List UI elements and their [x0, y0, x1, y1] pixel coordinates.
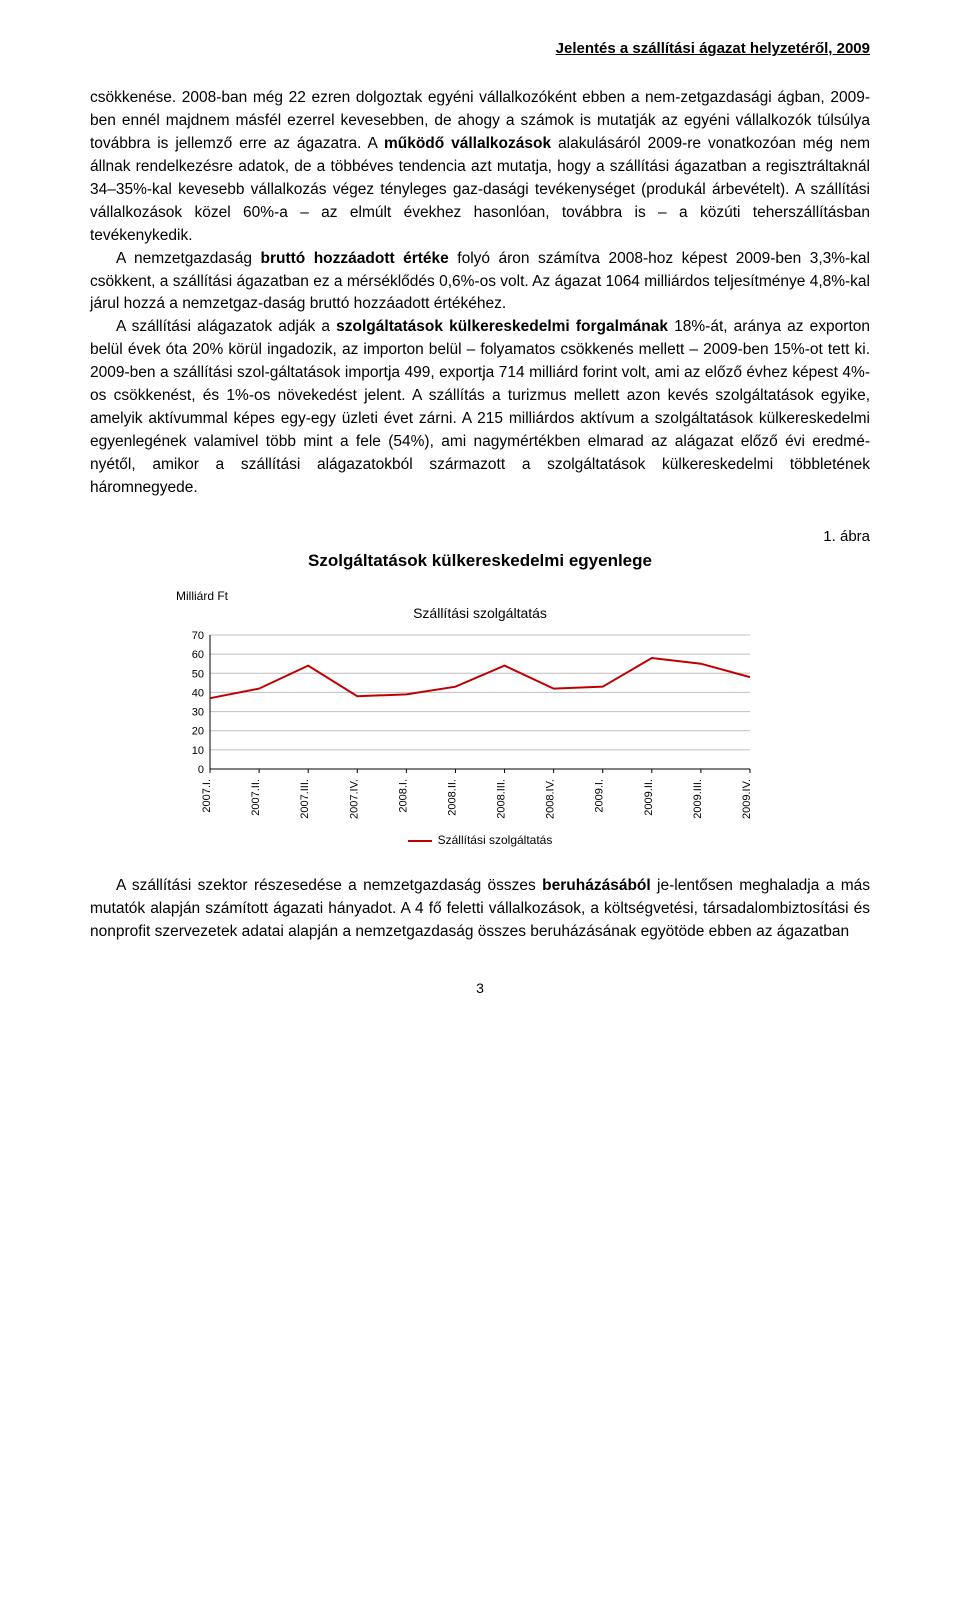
svg-text:2009.I.: 2009.I.: [594, 779, 606, 813]
svg-text:2008.IV.: 2008.IV.: [545, 779, 557, 819]
chart-subtitle: Szállítási szolgáltatás: [170, 605, 790, 621]
chart-container: Milliárd Ft Szállítási szolgáltatás 0 10 2…: [170, 589, 790, 847]
legend-swatch: [408, 840, 432, 842]
svg-text:60: 60: [192, 649, 204, 661]
svg-text:30: 30: [192, 706, 204, 718]
svg-text:2007.IV.: 2007.IV.: [348, 779, 360, 819]
svg-text:2009.IV.: 2009.IV.: [741, 779, 753, 819]
svg-text:2007.I.: 2007.I.: [201, 779, 213, 813]
chart-title: Szolgáltatások külkereskedelmi egyenlege: [90, 551, 870, 571]
paragraph-1: csökkenése. 2008-ban még 22 ezren dolgoz…: [90, 87, 870, 248]
paragraph-4: A szállítási szektor részesedése a nemze…: [90, 875, 870, 944]
p2-bold: bruttó hozzáadott értéke: [260, 250, 448, 267]
svg-text:2007.III.: 2007.III.: [299, 779, 311, 819]
body-text: csökkenése. 2008-ban még 22 ezren dolgoz…: [90, 87, 870, 500]
paragraph-2: A nemzetgazdaság bruttó hozzáadott érték…: [90, 248, 870, 317]
svg-text:2009.II.: 2009.II.: [643, 779, 655, 816]
svg-text:10: 10: [192, 745, 204, 757]
page-number: 3: [90, 980, 870, 996]
figure-label: 1. ábra: [90, 528, 870, 545]
svg-text:2008.II.: 2008.II.: [446, 779, 458, 816]
p4-a: A szállítási szektor részesedése a nemze…: [116, 877, 542, 894]
p1-bold: működő vállalkozások: [384, 135, 551, 152]
p3-bold: szolgáltatások külkereskedelmi forgalmán…: [336, 318, 668, 335]
line-chart: 0 10 20 30 40 50 60 70 2007.I. 2007.II. 2007.III. 2…: [170, 629, 760, 829]
paragraph-3: A szállítási alágazatok adják a szolgált…: [90, 316, 870, 500]
p4-bold: beruházásából: [542, 877, 651, 894]
chart-legend: Szállítási szolgáltatás: [170, 833, 790, 847]
svg-text:50: 50: [192, 668, 204, 680]
svg-text:2007.II.: 2007.II.: [250, 779, 262, 816]
p2-a: A nemzetgazdaság: [116, 250, 260, 267]
svg-text:20: 20: [192, 726, 204, 738]
body-text-after: A szállítási szektor részesedése a nemze…: [90, 875, 870, 944]
chart-ylabel: Milliárd Ft: [176, 589, 790, 603]
page-header: Jelentés a szállítási ágazat helyzetéről…: [90, 40, 870, 61]
svg-text:40: 40: [192, 687, 204, 699]
svg-text:70: 70: [192, 630, 204, 642]
p3-a: A szállítási alágazatok adják a: [116, 318, 336, 335]
legend-text: Szállítási szolgáltatás: [438, 833, 553, 847]
svg-text:0: 0: [198, 764, 204, 776]
p3-b: 18%-át, aránya az exporton belül évek ót…: [90, 318, 870, 496]
svg-text:2009.III.: 2009.III.: [692, 779, 704, 819]
svg-text:2008.I.: 2008.I.: [397, 779, 409, 813]
svg-text:2008.III.: 2008.III.: [496, 779, 508, 819]
